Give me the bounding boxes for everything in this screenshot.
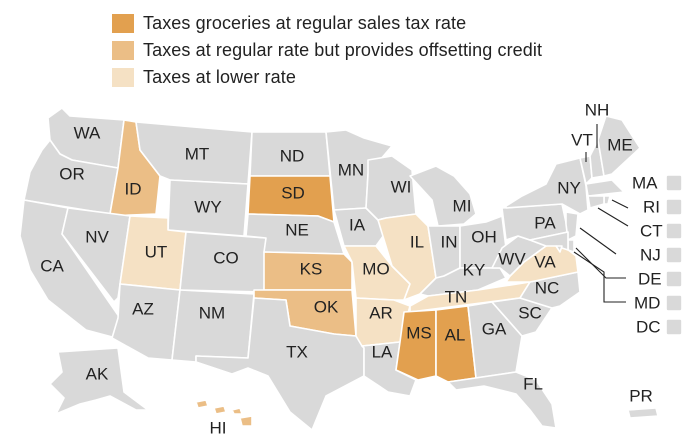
label-sd: SD	[281, 183, 305, 202]
label-wa: WA	[74, 123, 101, 142]
legend-item-offset-credit: Taxes at regular rate but provides offse…	[112, 37, 542, 64]
label-al: AL	[445, 325, 466, 344]
label-id: ID	[125, 179, 142, 198]
state-il	[377, 213, 437, 301]
label-ky: KY	[463, 260, 486, 279]
label-ny: NY	[557, 178, 581, 197]
label-wi: WI	[391, 177, 412, 196]
legend-swatch-lower-rate	[112, 68, 134, 87]
label-tx: TX	[286, 342, 308, 361]
label-wv: WV	[498, 249, 526, 268]
label-ca: CA	[40, 256, 64, 275]
label-vt: VT	[571, 130, 593, 149]
label-ak: AK	[86, 364, 109, 383]
state-ri	[603, 195, 611, 205]
label-la: LA	[372, 342, 393, 361]
label-md: MD	[634, 293, 660, 312]
label-co: CO	[213, 248, 239, 267]
state-box-md	[665, 294, 683, 312]
legend-swatch-full-rate	[112, 14, 134, 33]
state-fl	[447, 371, 557, 429]
state-box-de	[665, 270, 683, 288]
label-ga: GA	[482, 319, 507, 338]
legend-item-lower-rate: Taxes at lower rate	[112, 64, 542, 91]
label-de: DE	[638, 269, 662, 288]
state-ak	[49, 347, 149, 415]
label-me: ME	[607, 135, 633, 154]
leader-nj	[579, 227, 617, 255]
state-mi	[409, 165, 477, 227]
state-box-ri	[665, 198, 683, 216]
state-tx	[195, 297, 365, 431]
leader-ct	[597, 207, 629, 227]
state-box-nj	[665, 246, 683, 264]
state-ks	[263, 251, 353, 291]
label-in: IN	[441, 232, 458, 251]
label-ne: NE	[285, 220, 309, 239]
label-ri: RI	[643, 197, 660, 216]
legend-swatch-offset-credit	[112, 41, 134, 60]
label-ks: KS	[300, 259, 323, 278]
state-de	[567, 239, 575, 253]
label-tn: TN	[445, 287, 468, 306]
state-box-dc	[665, 318, 683, 336]
state-sc	[491, 297, 553, 337]
label-nd: ND	[280, 146, 305, 165]
state-me	[597, 115, 641, 177]
leader-ri	[611, 199, 629, 209]
label-or: OR	[59, 164, 85, 183]
label-sc: SC	[518, 303, 542, 322]
label-mo: MO	[362, 259, 389, 278]
legend-item-full-rate: Taxes groceries at regular sales tax rat…	[112, 10, 542, 37]
legend-label-full-rate: Taxes groceries at regular sales tax rat…	[143, 13, 467, 33]
state-pr	[627, 407, 659, 419]
state-az	[111, 283, 181, 361]
label-ut: UT	[145, 242, 168, 261]
legend-label-lower-rate: Taxes at lower rate	[143, 67, 296, 87]
state-ma	[585, 179, 625, 197]
state-dc	[555, 245, 563, 253]
label-pa: PA	[534, 213, 556, 232]
label-dc: DC	[636, 317, 661, 336]
leader-md	[573, 251, 626, 303]
state-nv	[61, 207, 131, 303]
label-nv: NV	[85, 227, 109, 246]
label-ct: CT	[640, 221, 663, 240]
label-mt: MT	[185, 144, 210, 163]
label-mn: MN	[338, 160, 364, 179]
label-il: IL	[410, 232, 424, 251]
label-ma: MA	[632, 173, 658, 192]
label-oh: OH	[471, 227, 497, 246]
label-nc: NC	[535, 278, 560, 297]
label-ok: OK	[314, 297, 339, 316]
state-nj	[565, 211, 579, 241]
label-az: AZ	[132, 299, 154, 318]
label-ar: AR	[369, 303, 393, 322]
label-nm: NM	[199, 303, 225, 322]
state-box-ct	[665, 222, 683, 240]
legend-label-offset-credit: Taxes at regular rate but provides offse…	[143, 40, 543, 60]
leader-de	[575, 247, 626, 279]
label-va: VA	[534, 252, 556, 271]
state-nm	[171, 289, 255, 363]
label-ia: IA	[349, 215, 366, 234]
label-mi: MI	[453, 196, 472, 215]
label-hi: HI	[210, 418, 227, 437]
label-nj: NJ	[640, 245, 661, 264]
label-pr: PR	[629, 386, 653, 405]
label-wy: WY	[194, 197, 221, 216]
label-nh: NH	[585, 100, 610, 119]
state-box-ma	[665, 174, 683, 192]
label-ms: MS	[406, 323, 432, 342]
label-fl: FL	[523, 374, 543, 393]
legend: Taxes groceries at regular sales tax rat…	[112, 10, 542, 91]
state-hi	[195, 399, 253, 427]
state-ct	[587, 195, 605, 209]
